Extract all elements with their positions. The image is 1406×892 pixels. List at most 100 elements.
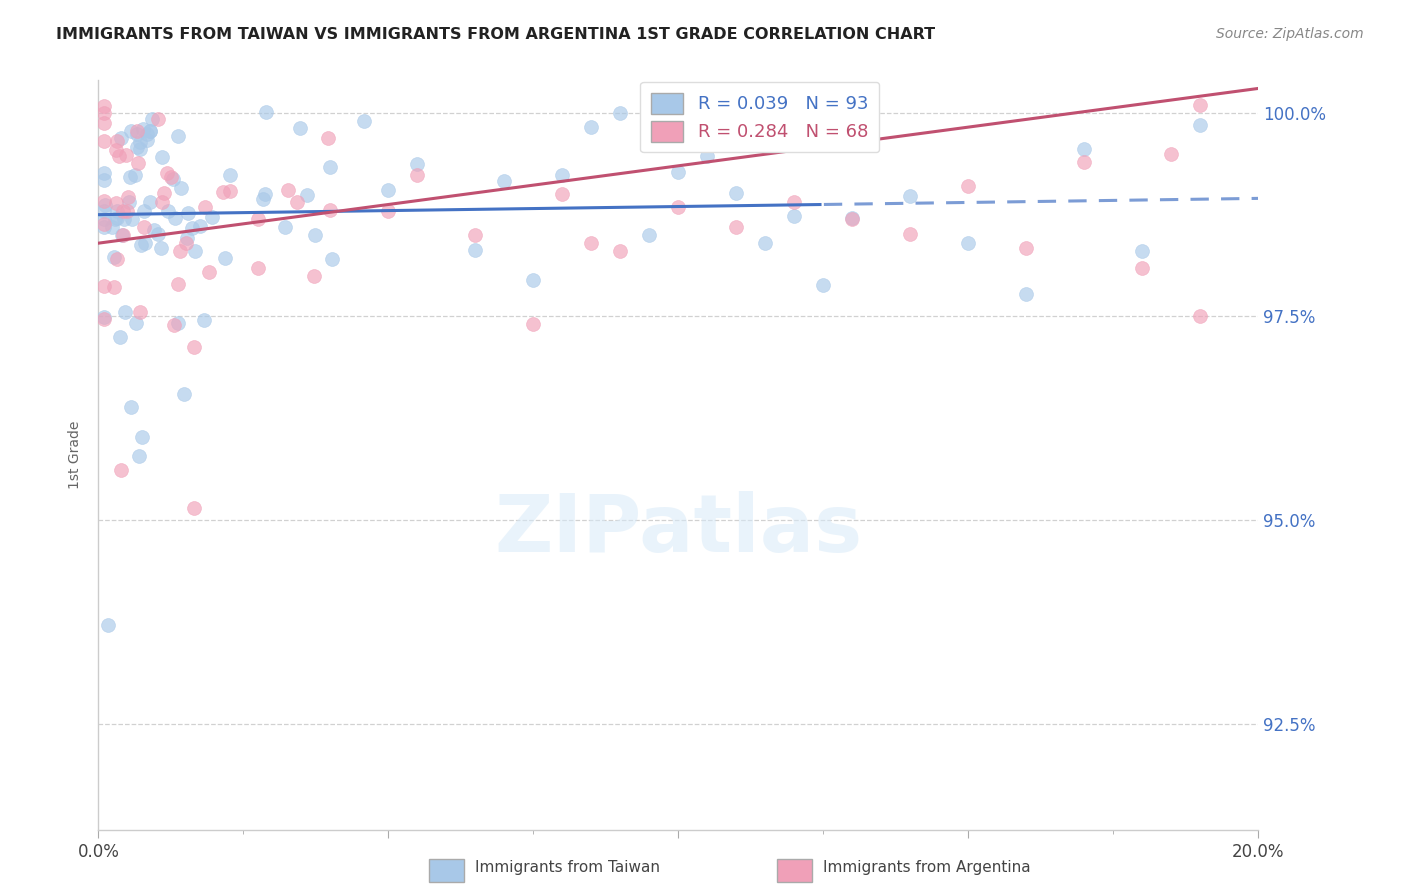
Point (181, 220, 204, 235)
Point (165, 211, 187, 225)
Point (302, 268, 325, 283)
Point (214, 251, 236, 265)
Point (198, 265, 221, 279)
Point (129, 305, 152, 319)
Point (696, 149, 718, 163)
Point (184, 244, 207, 259)
Point (139, 124, 162, 138)
Point (93, 217, 115, 231)
Point (111, 227, 134, 242)
Point (93, 134, 115, 148)
Point (581, 120, 603, 134)
Point (108, 330, 131, 344)
Point (132, 122, 155, 136)
Point (581, 236, 603, 251)
Point (115, 204, 138, 219)
Point (174, 236, 197, 251)
Point (103, 250, 125, 264)
Point (105, 203, 128, 218)
Point (146, 227, 169, 241)
Point (177, 206, 200, 220)
Point (101, 219, 124, 234)
Point (134, 236, 156, 251)
Point (551, 168, 574, 182)
Point (105, 143, 128, 157)
Point (304, 227, 326, 242)
Point (93, 219, 115, 234)
Point (173, 386, 195, 401)
Point (319, 160, 342, 174)
Point (135, 127, 157, 141)
Point (110, 131, 132, 145)
Point (120, 400, 142, 414)
Point (162, 172, 184, 186)
Point (783, 209, 806, 223)
Point (93, 312, 115, 326)
Text: Immigrants from Argentina: Immigrants from Argentina (824, 860, 1031, 875)
Point (127, 127, 149, 141)
Text: IMMIGRANTS FROM TAIWAN VS IMMIGRANTS FROM ARGENTINA 1ST GRADE CORRELATION CHART: IMMIGRANTS FROM TAIWAN VS IMMIGRANTS FRO… (56, 27, 935, 42)
Point (93, 194, 115, 209)
Point (153, 186, 176, 200)
Point (1130, 260, 1153, 275)
Point (129, 237, 152, 252)
Point (193, 313, 215, 327)
Point (666, 165, 689, 179)
Point (316, 130, 339, 145)
Point (353, 114, 375, 128)
Point (128, 449, 150, 463)
Point (1073, 154, 1095, 169)
Point (218, 168, 240, 182)
Point (93, 278, 115, 293)
Point (406, 169, 429, 183)
Point (121, 211, 143, 226)
Text: Immigrants from Taiwan: Immigrants from Taiwan (475, 860, 661, 875)
Point (150, 150, 173, 164)
Point (522, 273, 544, 287)
Point (125, 316, 148, 330)
Point (841, 211, 863, 226)
Point (957, 236, 980, 251)
Point (277, 183, 299, 197)
Point (1189, 310, 1212, 324)
Point (285, 195, 308, 210)
Point (783, 195, 806, 210)
Point (117, 190, 139, 204)
Point (377, 203, 399, 218)
Point (183, 340, 205, 354)
Point (754, 236, 776, 251)
Point (139, 124, 162, 138)
Point (194, 200, 217, 214)
Point (273, 219, 295, 234)
Point (141, 112, 163, 127)
Point (170, 181, 193, 195)
Point (108, 149, 131, 163)
Point (149, 241, 172, 255)
Point (254, 187, 277, 202)
Point (93, 166, 115, 180)
Point (813, 277, 835, 292)
Point (127, 156, 149, 170)
Point (254, 105, 277, 120)
Point (290, 121, 312, 136)
Text: ZIPatlas: ZIPatlas (495, 491, 862, 569)
Point (1160, 146, 1182, 161)
Point (120, 124, 142, 138)
Point (93, 203, 115, 218)
Point (725, 186, 748, 200)
Point (120, 169, 142, 184)
Point (150, 195, 173, 210)
Point (211, 185, 233, 199)
Point (132, 203, 155, 218)
Point (319, 203, 342, 218)
Y-axis label: 1st Grade: 1st Grade (69, 421, 83, 489)
Point (93, 211, 115, 226)
Point (103, 280, 125, 294)
Point (1189, 119, 1212, 133)
Point (638, 227, 661, 242)
Point (93, 116, 115, 130)
Point (169, 244, 191, 259)
Point (93, 310, 115, 325)
Legend: R = 0.039   N = 93, R = 0.284   N = 68: R = 0.039 N = 93, R = 0.284 N = 68 (640, 82, 879, 153)
Point (246, 261, 269, 276)
